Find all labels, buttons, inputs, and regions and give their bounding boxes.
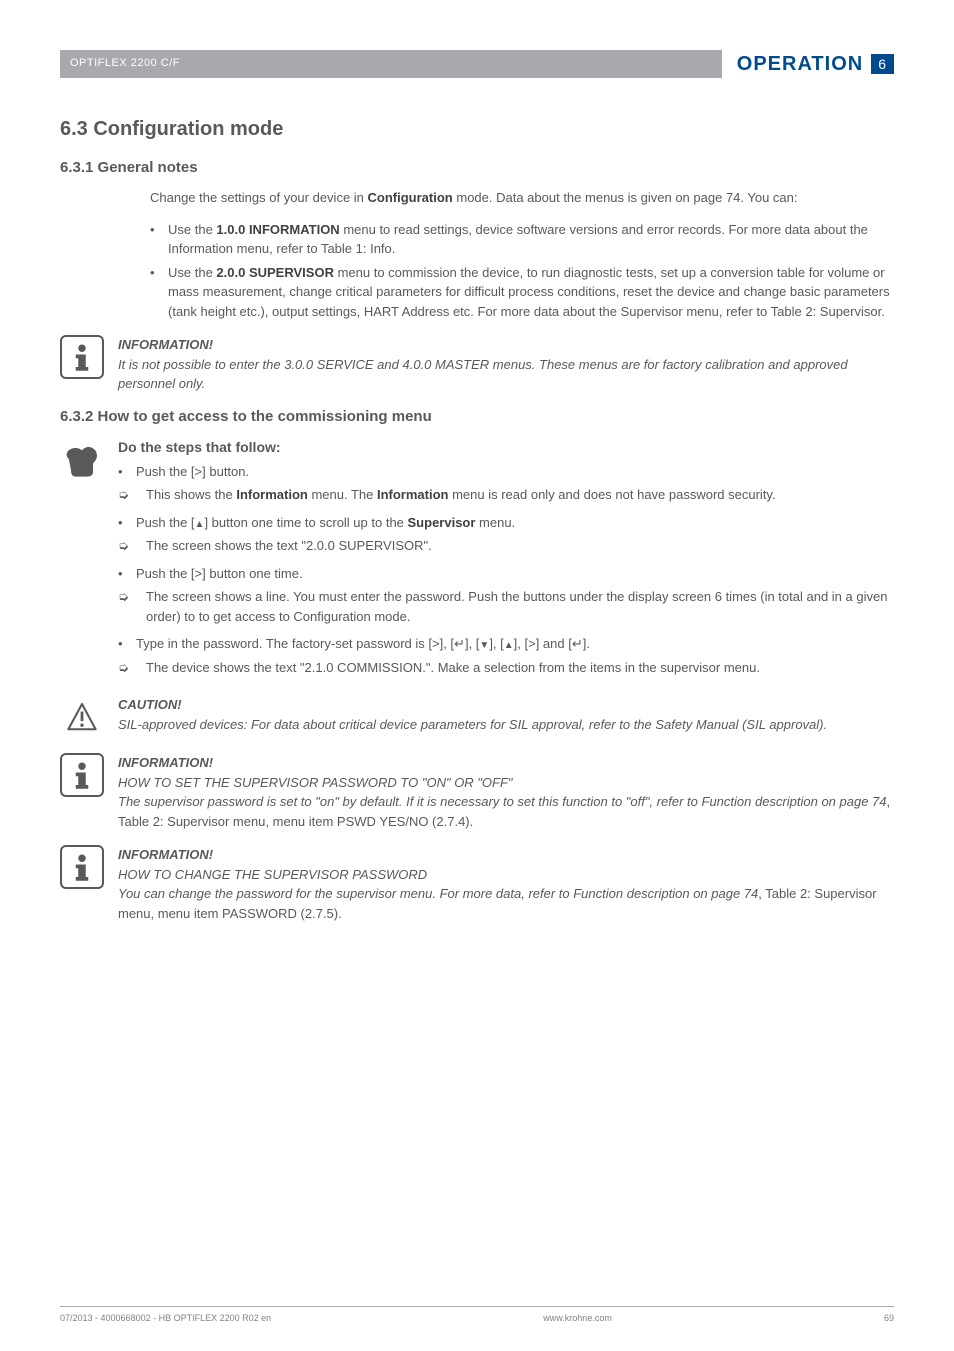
list-text: Use the 1.0.0 INFORMATION menu to read s… xyxy=(168,220,894,259)
note-text: SIL-approved devices: For data about cri… xyxy=(118,715,894,735)
steps-title: Do the steps that follow: xyxy=(118,437,894,458)
bullet-icon: • xyxy=(118,462,136,482)
note-body: CAUTION! SIL-approved devices: For data … xyxy=(118,695,894,739)
list-text: Use the 2.0.0 SUPERVISOR menu to commiss… xyxy=(168,263,894,322)
up-arrow-icon: ▲ xyxy=(195,519,205,530)
info-icon xyxy=(60,845,104,889)
steps-list: • Push the [>] button. ➭ This shows the … xyxy=(118,462,894,678)
list-item: • Push the [>] button one time. xyxy=(118,564,894,584)
chapter-title: OPERATION 6 xyxy=(722,50,894,78)
text: ]. xyxy=(583,636,590,651)
bullet-icon: • xyxy=(150,263,168,322)
text: mode. Data about the menus is given on p… xyxy=(453,190,798,205)
information-note: INFORMATION! It is not possible to enter… xyxy=(60,335,894,394)
result-icon: ➭ xyxy=(118,536,136,556)
section-6-3-title: 6.3 Configuration mode xyxy=(60,118,894,141)
text-bold: Supervisor xyxy=(408,515,476,530)
list-text: Type in the password. The factory-set pa… xyxy=(136,634,894,654)
text: Type in the password. The factory-set pa… xyxy=(136,636,454,651)
text: Push the [ xyxy=(136,515,195,530)
text: ], [ xyxy=(465,636,479,651)
section-6-3-1-title: 6.3.1 General notes xyxy=(60,159,894,176)
list-text: Push the [▲] button one time to scroll u… xyxy=(136,513,894,533)
enter-icon: ↵ xyxy=(454,636,465,651)
hand-icon xyxy=(60,437,104,481)
down-arrow-icon: ▼ xyxy=(479,640,489,651)
bullet-icon: • xyxy=(150,220,168,259)
text-bold: Configuration xyxy=(368,190,453,205)
section-6-3-2-title: 6.3.2 How to get access to the commissio… xyxy=(60,408,894,425)
list-text: The screen shows the text "2.0.0 SUPERVI… xyxy=(136,536,894,556)
text: ] button one time to scroll up to the xyxy=(204,515,407,530)
text: menu is read only and does not have pass… xyxy=(448,487,775,502)
steps-body: Do the steps that follow: • Push the [>]… xyxy=(118,437,894,682)
footer-left: 07/2013 - 4000668002 - HB OPTIFLEX 2200 … xyxy=(60,1313,271,1323)
text: ], [ xyxy=(489,636,503,651)
chapter-number-badge: 6 xyxy=(871,54,894,74)
bullet-icon: • xyxy=(118,564,136,584)
result-icon: ➭ xyxy=(118,485,136,505)
list-text: Push the [>] button one time. xyxy=(136,564,894,584)
caution-note: CAUTION! SIL-approved devices: For data … xyxy=(60,695,894,739)
text: Use the xyxy=(168,222,216,237)
list-item: • Push the [>] button. xyxy=(118,462,894,482)
footer-center: www.krohne.com xyxy=(543,1313,612,1323)
list-text: This shows the Information menu. The Inf… xyxy=(136,485,894,505)
list-item: • Use the 1.0.0 INFORMATION menu to read… xyxy=(150,220,894,259)
list-item: ➭ The screen shows a line. You must ente… xyxy=(118,587,894,626)
list-text: The device shows the text "2.1.0 COMMISS… xyxy=(136,658,894,678)
text: ], [>] and [ xyxy=(514,636,572,651)
note-text: You can change the password for the supe… xyxy=(118,884,894,923)
text-bold: Information xyxy=(377,487,449,502)
note-title: CAUTION! xyxy=(118,695,894,715)
text: menu. xyxy=(475,515,515,530)
note-title: INFORMATION! xyxy=(118,845,894,865)
list-text: Push the [>] button. xyxy=(136,462,894,482)
note-body: INFORMATION! HOW TO SET THE SUPERVISOR P… xyxy=(118,753,894,831)
information-note: INFORMATION! HOW TO SET THE SUPERVISOR P… xyxy=(60,753,894,831)
doc-model: OPTIFLEX 2200 C/F xyxy=(60,50,722,78)
up-arrow-icon: ▲ xyxy=(504,640,514,651)
text-bold: 2.0.0 SUPERVISOR xyxy=(216,265,334,280)
text: Use the xyxy=(168,265,216,280)
bullet-icon: • xyxy=(118,634,136,654)
text-bold: Information xyxy=(236,487,308,502)
caution-icon xyxy=(60,695,104,739)
footer-page-number: 69 xyxy=(884,1313,894,1323)
enter-icon: ↵ xyxy=(572,636,583,651)
list-item: ➭ The screen shows the text "2.0.0 SUPER… xyxy=(118,536,894,556)
text: menu. The xyxy=(308,487,377,502)
result-icon: ➭ xyxy=(118,658,136,678)
list-item: ➭ The device shows the text "2.1.0 COMMI… xyxy=(118,658,894,678)
bullet-list: • Use the 1.0.0 INFORMATION menu to read… xyxy=(150,220,894,322)
text-bold: 1.0.0 INFORMATION xyxy=(216,222,339,237)
info-icon xyxy=(60,753,104,797)
note-body: INFORMATION! HOW TO CHANGE THE SUPERVISO… xyxy=(118,845,894,923)
page-footer: 07/2013 - 4000668002 - HB OPTIFLEX 2200 … xyxy=(60,1306,894,1323)
note-text: It is not possible to enter the 3.0.0 SE… xyxy=(118,355,894,394)
list-item: • Push the [▲] button one time to scroll… xyxy=(118,513,894,533)
text-italic: You can change the password for the supe… xyxy=(118,886,758,901)
header-bar: OPTIFLEX 2200 C/F OPERATION 6 xyxy=(60,50,894,78)
bullet-icon: • xyxy=(118,513,136,533)
information-note: INFORMATION! HOW TO CHANGE THE SUPERVISO… xyxy=(60,845,894,923)
list-item: • Use the 2.0.0 SUPERVISOR menu to commi… xyxy=(150,263,894,322)
list-item: • Type in the password. The factory-set … xyxy=(118,634,894,654)
list-item: ➭ This shows the Information menu. The I… xyxy=(118,485,894,505)
text-italic: The supervisor password is set to "on" b… xyxy=(118,794,887,809)
steps-block: Do the steps that follow: • Push the [>]… xyxy=(60,437,894,682)
chapter-title-text: OPERATION xyxy=(737,53,863,76)
text: This shows the xyxy=(146,487,236,502)
result-icon: ➭ xyxy=(118,587,136,626)
note-subtitle: HOW TO CHANGE THE SUPERVISOR PASSWORD xyxy=(118,865,894,885)
note-title: INFORMATION! xyxy=(118,753,894,773)
info-icon xyxy=(60,335,104,379)
note-subtitle: HOW TO SET THE SUPERVISOR PASSWORD TO "O… xyxy=(118,773,894,793)
text: Change the settings of your device in xyxy=(150,190,368,205)
note-title: INFORMATION! xyxy=(118,335,894,355)
intro-paragraph: Change the settings of your device in Co… xyxy=(150,188,894,208)
note-text: The supervisor password is set to "on" b… xyxy=(118,792,894,831)
note-body: INFORMATION! It is not possible to enter… xyxy=(118,335,894,394)
list-text: The screen shows a line. You must enter … xyxy=(136,587,894,626)
